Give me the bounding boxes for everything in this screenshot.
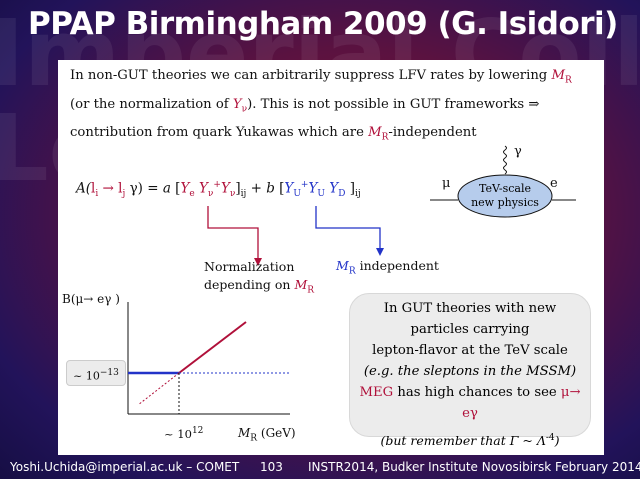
tev-scale-label: TeV-scale new physics	[471, 182, 539, 209]
plot-x-label: MR (GeV)	[238, 426, 296, 444]
plot-y-value-box: ~ 10−13	[66, 360, 126, 386]
plot-x-value: ~ 1012	[164, 426, 204, 441]
amplitude-formula: A(li → lj γ) = a [Ye Yν+Yν]ij + b [YU+YU…	[76, 180, 361, 200]
slide-footer: Yoshi.Uchida@imperial.ac.uk – COMET 103 …	[0, 456, 640, 479]
independent-label: MR independent	[336, 258, 439, 277]
plot-rising-line	[178, 321, 247, 374]
slide-content-card: In non-GUT theories we can arbitrarily s…	[58, 60, 604, 455]
normalization-label: Normalization depending on MR	[204, 259, 315, 296]
footer-event: INSTR2014, Budker Institute Novosibirsk …	[308, 460, 640, 474]
red-bracket-arrow	[207, 206, 259, 260]
blue-arrowhead	[376, 248, 384, 256]
gut-callout-box: In GUT theories with new particles carry…	[349, 293, 591, 448]
intro-paragraph: In non-GUT theories we can arbitrarily s…	[70, 68, 572, 143]
blue-bracket-arrow	[315, 206, 381, 250]
slide-title: PPAP Birmingham 2009 (G. Isidori)	[28, 6, 618, 42]
formula-arrows	[127, 145, 576, 415]
photon-wiggle	[503, 145, 507, 175]
tev-ellipse	[457, 174, 553, 218]
diagram-electron-label: e	[550, 176, 558, 191]
red-arrowhead	[254, 258, 262, 266]
diagram-muon-label: μ	[442, 176, 451, 191]
plot-dashed-extension	[137, 372, 180, 406]
footer-page-number: 103	[260, 460, 283, 474]
plot-y-label: B(μ→ eγ )	[62, 292, 120, 306]
footer-email: Yoshi.Uchida@imperial.ac.uk – COMET	[10, 460, 240, 474]
diagram-photon-label: γ	[514, 144, 522, 159]
